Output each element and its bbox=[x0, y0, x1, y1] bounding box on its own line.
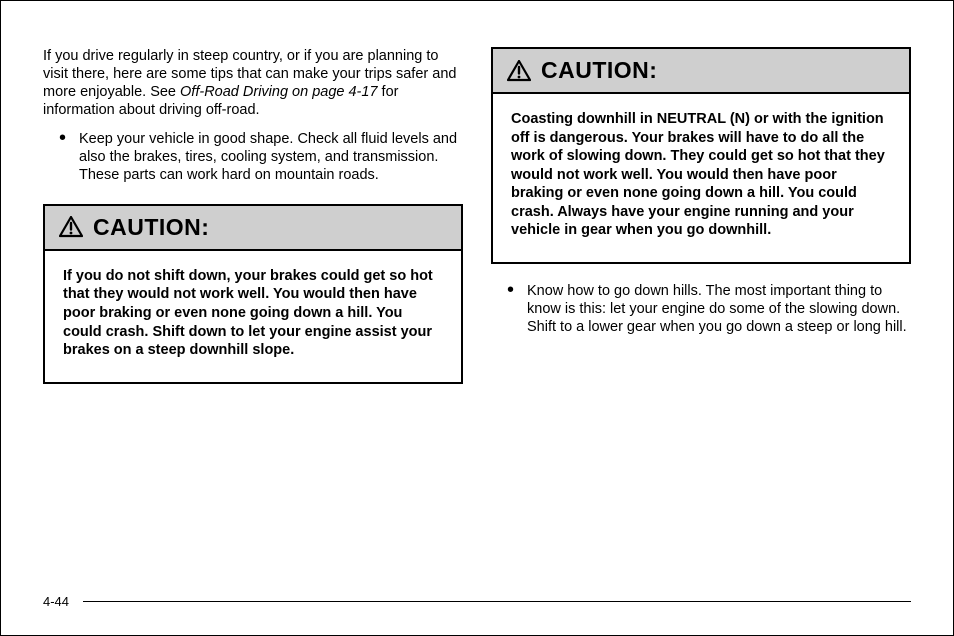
intro-cross-ref: Off-Road Driving on page 4-17 bbox=[180, 84, 377, 100]
caution-body-text: Coasting downhill in NEUTRAL (N) or with… bbox=[493, 94, 909, 262]
page-footer: 4-44 bbox=[43, 594, 911, 609]
left-bullet-list: Keep your vehicle in good shape. Check a… bbox=[43, 130, 463, 184]
caution-header: CAUTION: bbox=[493, 49, 909, 94]
caution-header: CAUTION: bbox=[45, 206, 461, 251]
caution-title: CAUTION: bbox=[93, 214, 209, 241]
warning-triangle-icon bbox=[507, 60, 531, 82]
list-item: Keep your vehicle in good shape. Check a… bbox=[43, 130, 463, 184]
warning-triangle-icon bbox=[59, 216, 83, 238]
right-bullet-list: Know how to go down hills. The most impo… bbox=[491, 282, 911, 336]
intro-paragraph: If you drive regularly in steep country,… bbox=[43, 47, 463, 120]
page-number: 4-44 bbox=[43, 594, 69, 609]
caution-box-left: CAUTION: If you do not shift down, your … bbox=[43, 204, 463, 384]
list-item: Know how to go down hills. The most impo… bbox=[491, 282, 911, 336]
left-column: If you drive regularly in steep country,… bbox=[43, 47, 463, 384]
caution-title: CAUTION: bbox=[541, 57, 657, 84]
page-content: If you drive regularly in steep country,… bbox=[1, 1, 953, 384]
caution-body-text: If you do not shift down, your brakes co… bbox=[45, 251, 461, 382]
right-column: CAUTION: Coasting downhill in NEUTRAL (N… bbox=[491, 47, 911, 384]
caution-box-right: CAUTION: Coasting downhill in NEUTRAL (N… bbox=[491, 47, 911, 264]
footer-rule bbox=[83, 601, 911, 602]
